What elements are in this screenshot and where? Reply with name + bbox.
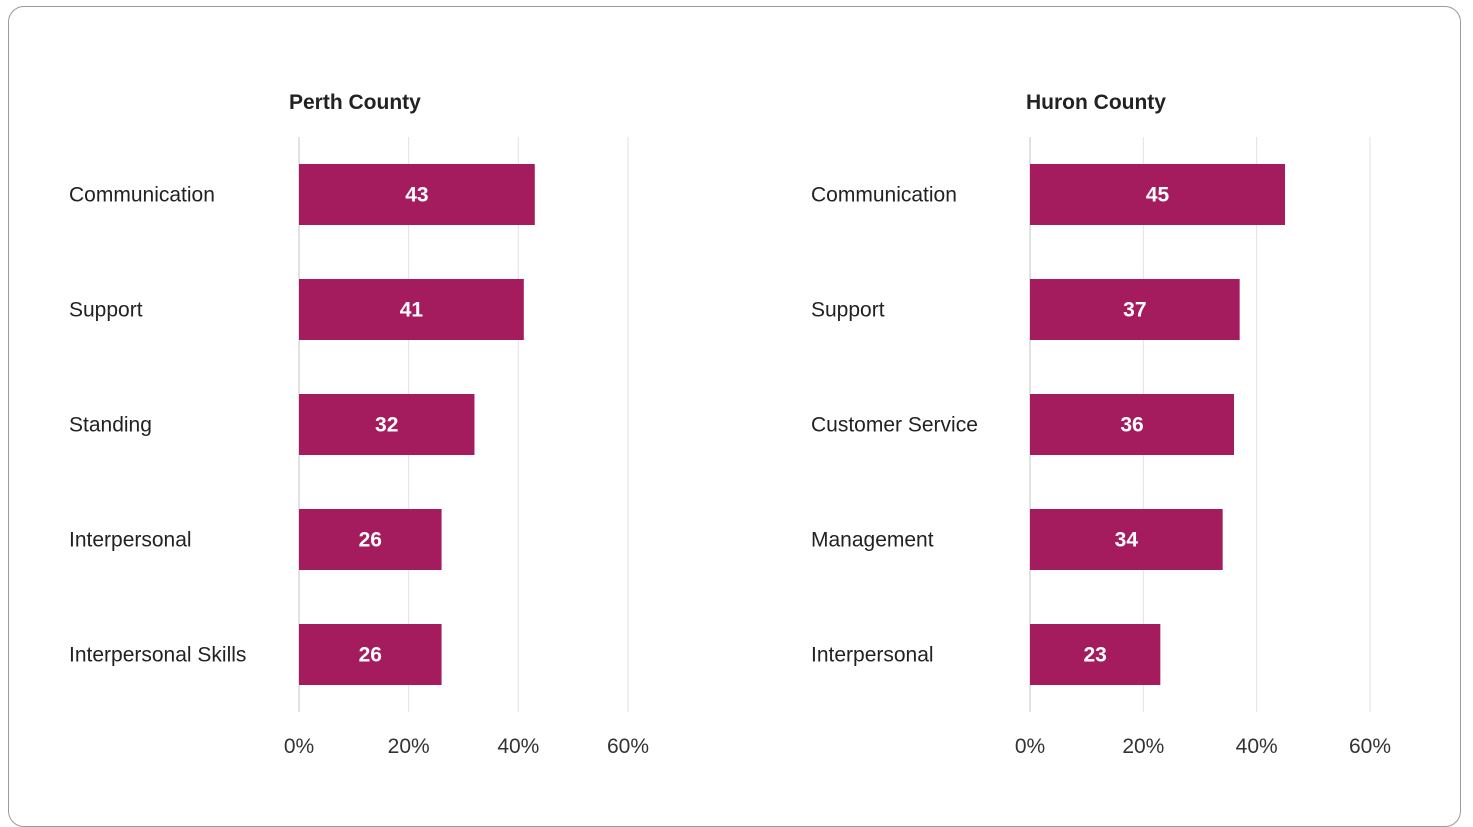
bar-value-label: 32 — [375, 414, 398, 437]
bar — [299, 279, 524, 340]
bars: Communication 45 Support 37 Customer Service… — [811, 164, 1285, 685]
x-tick-label: 0% — [1015, 735, 1045, 758]
bar-value-label: 36 — [1120, 414, 1143, 437]
x-tick-label: 60% — [1349, 735, 1391, 758]
bar-value-label: 26 — [359, 644, 382, 667]
bars: Communication 43 Support 41 Standing 32 Interp… — [69, 164, 535, 685]
category-label: Communication — [69, 184, 215, 207]
bar-value-label: 34 — [1115, 529, 1139, 552]
category-label: Management — [811, 529, 934, 552]
bar — [299, 164, 535, 225]
bar — [299, 394, 475, 455]
chart-title: Perth County — [289, 91, 421, 114]
bar-value-label: 41 — [400, 299, 424, 322]
category-label: Support — [811, 299, 885, 322]
bar-value-label: 26 — [359, 529, 382, 552]
chart-title: Huron County — [1026, 91, 1166, 114]
category-label: Support — [69, 299, 143, 322]
x-tick-label: 60% — [607, 735, 649, 758]
x-tick-label: 20% — [388, 735, 430, 758]
category-label: Interpersonal — [69, 529, 192, 552]
bar-value-label: 45 — [1146, 184, 1170, 207]
bar — [299, 624, 442, 685]
category-label: Customer Service — [811, 414, 978, 437]
category-label: Standing — [69, 414, 152, 437]
huron-county-chart: Huron County 0% 20% 40% 60% Communication 45… — [811, 91, 1391, 758]
category-label: Communication — [811, 184, 957, 207]
bar — [1030, 624, 1161, 685]
category-label: Interpersonal — [811, 644, 934, 667]
perth-county-chart: Perth County 0% 20% 40% 60% Communication 43… — [69, 91, 649, 758]
bar — [1030, 164, 1285, 225]
x-tick-label: 40% — [1236, 735, 1278, 758]
bar — [1030, 509, 1223, 570]
x-tick-label: 40% — [497, 735, 539, 758]
x-tick-label: 0% — [284, 735, 314, 758]
bar-value-label: 37 — [1123, 299, 1146, 322]
bar — [1030, 279, 1240, 340]
bar-value-label: 43 — [405, 184, 428, 207]
gridlines: 0% 20% 40% 60% — [284, 137, 649, 758]
bar — [1030, 394, 1234, 455]
bar-value-label: 23 — [1083, 644, 1106, 667]
bar — [299, 509, 442, 570]
x-tick-label: 20% — [1122, 735, 1164, 758]
category-label: Interpersonal Skills — [69, 644, 246, 667]
